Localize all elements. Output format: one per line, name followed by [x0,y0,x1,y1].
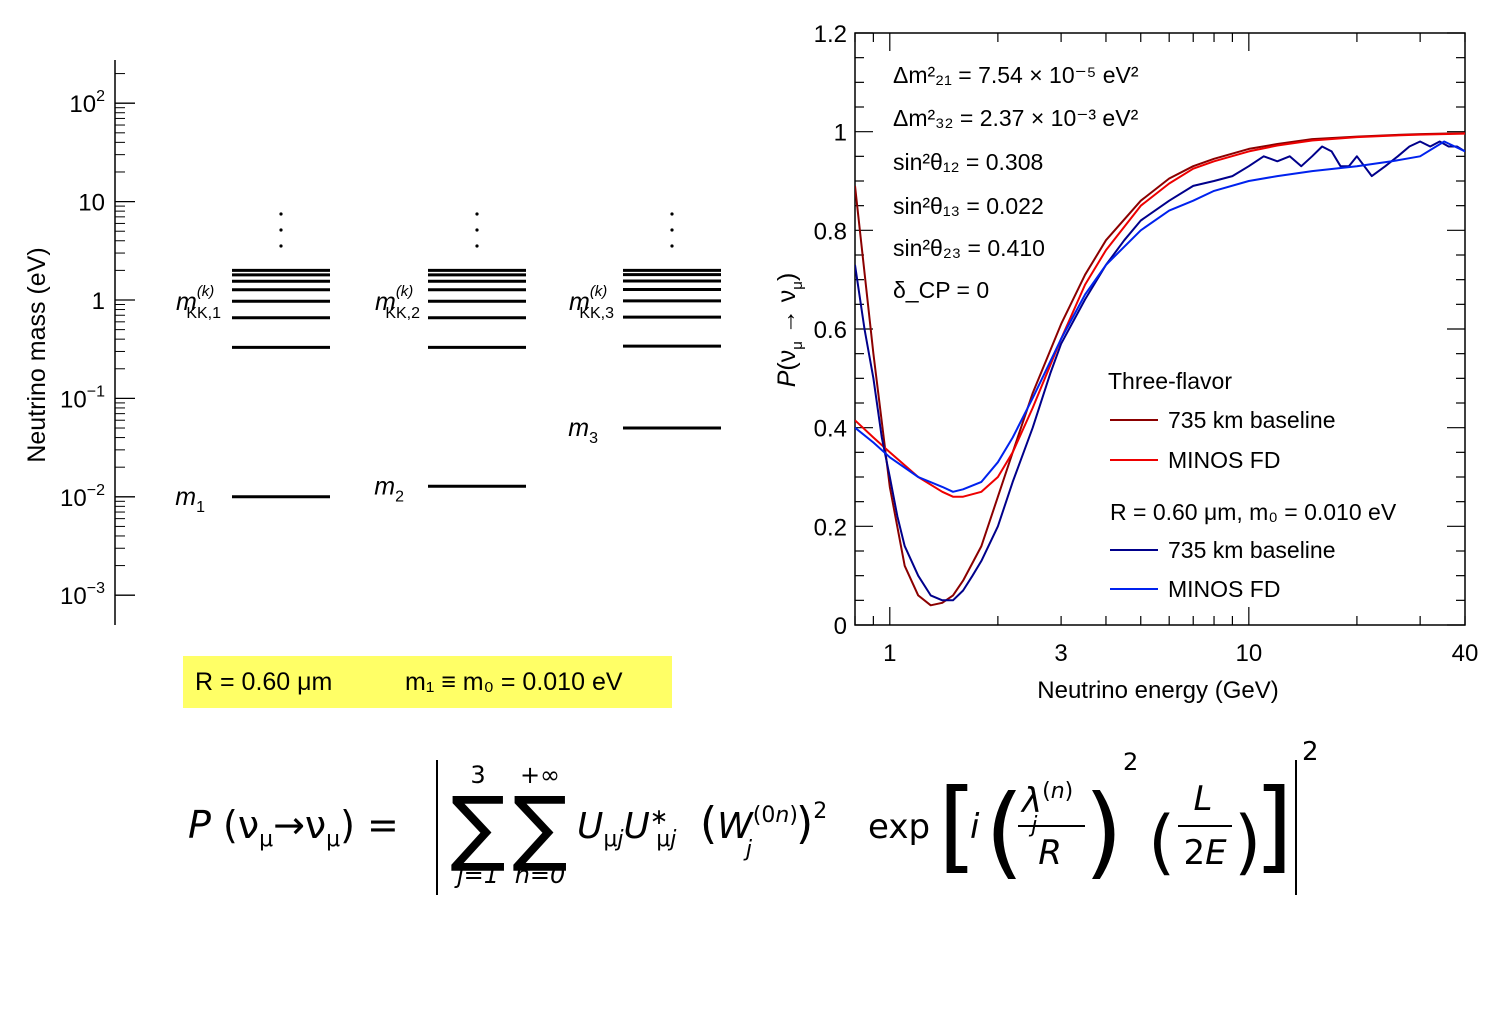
continuation-dot [670,212,674,216]
mass-axis-title: Neutrino mass (eV) [23,247,51,462]
formula-exp: exp [868,807,930,847]
formula-uu: UμjU∗ μj [577,805,677,852]
series-line-3 [855,140,1465,493]
mass-axis-labels: 102 10 1 10−1 10−2 10−3 [60,88,105,610]
kk-mass-label: m(k) KK,1 [176,283,221,322]
mass-tick-label: 102 [69,88,105,118]
paren-pow: 2 [1123,748,1138,776]
series-line-0 [855,132,1465,607]
legend-group2-title: R = 0.60 μm, m₀ = 0.010 eV [1110,499,1397,525]
continuation-dot [279,244,283,248]
frac2-den: 2E [1183,833,1227,873]
frac1-den: R [1038,833,1062,873]
continuation-dot [670,244,674,248]
bracket-left: [ [938,767,977,884]
y-tick-label: 0.6 [814,317,847,344]
chart-tick-labels: 0 0.2 0.4 0.6 0.8 1 1.2 1 3 10 40 [814,21,1479,667]
y-tick-label: 1 [834,120,847,147]
x-tick-label: 40 [1452,640,1479,667]
chart-annotation: sin²θ₂₃ = 0.410 [893,235,1045,261]
legend-group1-title: Three-flavor [1108,368,1232,394]
mass-tick-label: 10−1 [60,383,105,413]
mass-tick-label: 1 [92,288,105,315]
y-tick-label: 0.2 [814,514,847,541]
chart-annotation: Δm²₂₁ = 7.54 × 10⁻⁵ eV² [893,62,1139,88]
base-mass-label: m3 [568,414,598,447]
params-box-m: m₁ ≡ m₀ = 0.010 eV [405,668,623,696]
sum2-top: +∞ [520,761,560,789]
sum1-bottom: j=1 [454,861,499,889]
chart-ylabel: P(νμ → νμ) [773,273,806,388]
continuation-dot [475,212,479,216]
oscillation-chart: 0 0.2 0.4 0.6 0.8 1 1.2 1 3 10 40 Neutrino energy … [773,21,1478,704]
paren-left-1: ( [985,773,1024,890]
sum2-bottom: n=0 [515,861,566,889]
sum1-top: 3 [470,761,485,789]
chart-annotation: Δm²₃₂ = 2.37 × 10⁻³ eV² [893,105,1139,131]
chart-annotation: sin²θ₁₂ = 0.308 [893,149,1043,175]
y-tick-label: 0.4 [814,416,847,443]
kk-mass-label: m(k) KK,2 [375,283,420,322]
series-line-1 [855,132,1465,498]
chart-ticks [854,32,1466,626]
lambda-num: λ(n)j [1020,779,1073,838]
continuation-dot [475,228,479,232]
formula-i: i [970,807,980,847]
base-mass-label: m1 [175,483,205,516]
series-line-2 [855,140,1465,602]
base-mass-label: m2 [374,472,404,505]
probability-formula: P (νμ→νμ) = 3 ∑ j=1 +∞ ∑ n=0 UμjU∗ μj (W(… [188,737,1319,895]
params-box-r: R = 0.60 μm [195,668,332,696]
continuation-dot [279,228,283,232]
continuation-dot [670,228,674,232]
chart-xlabel: Neutrino energy (GeV) [1037,677,1278,704]
mass-tick-label: 10−3 [60,580,105,610]
x-tick-label: 1 [883,640,896,667]
continuation-dot [279,212,283,216]
chart-annotation: δ_CP = 0 [893,277,989,303]
paren-left-2: ( [1148,801,1175,883]
outer-pow: 2 [1302,737,1319,767]
x-tick-label: 3 [1054,640,1067,667]
mass-columns: m1 m(k) KK,1 m2 m(k) KK,2 m3 m(k) KK,3 [175,212,721,516]
formula-w: (W(0n) j)2 [700,798,827,862]
chart-annotation: sin²θ₁₃ = 0.022 [893,193,1044,219]
mass-tick-label: 10−2 [60,482,105,512]
kk-mass-label: m(k) KK,3 [569,283,614,322]
y-tick-label: 0.8 [814,218,847,245]
chart-annotations: Δm²₂₁ = 7.54 × 10⁻⁵ eV² Δm²₃₂ = 2.37 × 10… [893,62,1139,303]
mass-tick-label: 10 [78,190,105,217]
x-tick-label: 10 [1235,640,1262,667]
sum1-sigma: ∑ [450,780,505,875]
legend-entry-kk-minos: MINOS FD [1168,576,1280,602]
y-tick-label: 1.2 [814,21,847,48]
formula-lhs: P (νμ→νμ) = [188,803,399,852]
mass-spectrum-panel: 102 10 1 10−1 10−2 10−3 Neutrino mass (eV) m1… [23,60,721,708]
chart-series [855,132,1465,607]
params-box [183,656,672,708]
mass-axis-ticks [115,73,135,596]
sum2-sigma: ∑ [512,780,567,875]
frac2-num: L [1194,779,1213,819]
legend-entry-kk-735: 735 km baseline [1168,537,1336,563]
legend-entry-3f-735: 735 km baseline [1168,407,1336,433]
legend-entry-3f-minos: MINOS FD [1168,447,1280,473]
paren-right-1: ) [1084,773,1123,890]
bracket-right: ] [1254,767,1293,884]
y-tick-label: 0 [834,613,847,640]
continuation-dot [475,244,479,248]
paren-right-2: ) [1234,801,1261,883]
chart-legend: Three-flavor 735 km baseline MINOS FD R … [1108,368,1397,602]
